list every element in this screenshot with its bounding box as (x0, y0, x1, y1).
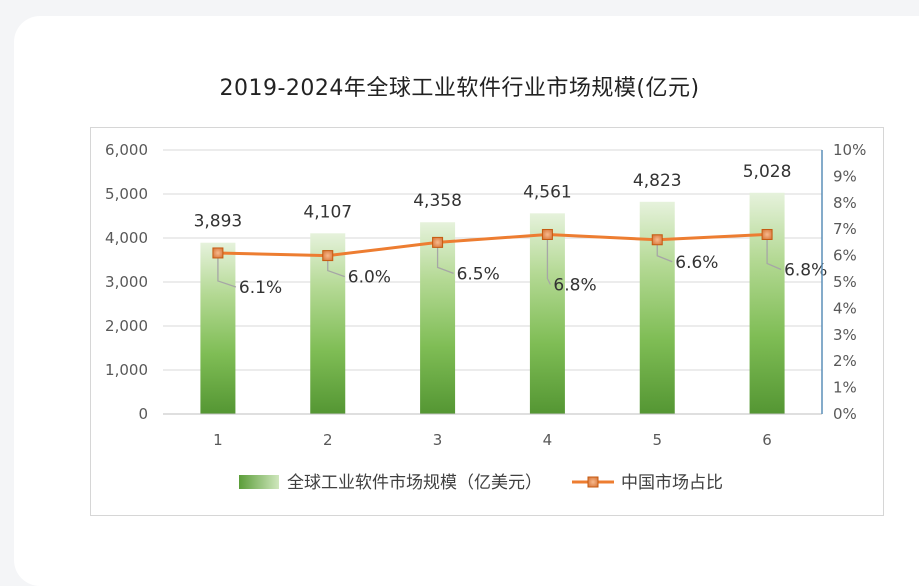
y-right-tick-label: 8% (833, 194, 857, 212)
leader-line (656, 244, 673, 263)
x-tick-label: 4 (543, 431, 553, 449)
line-value-label: 6.8% (784, 260, 827, 280)
x-tick-label: 1 (213, 431, 223, 449)
x-tick-label: 6 (762, 431, 772, 449)
line-marker (761, 228, 773, 240)
bar-value-label: 3,893 (194, 212, 243, 232)
line-marker (322, 250, 334, 262)
y-right-tick-label: 2% (833, 352, 857, 370)
bar (749, 192, 785, 414)
bar-value-label: 4,107 (303, 202, 352, 222)
legend-label-line: 中国市场占比 (621, 473, 723, 493)
y-left-tick-label: 2,000 (105, 317, 148, 335)
y-right-tick-label: 9% (833, 167, 857, 185)
y-right-tick-label: 6% (833, 247, 857, 265)
chart-svg: 3,893 4,107 4,358 4,561 4,823 5,028 6.1% 6.0% 6.… (105, 141, 866, 493)
y-right-tick-label: 3% (833, 326, 857, 344)
line-marker (651, 234, 663, 246)
bar-value-label: 4,358 (413, 191, 462, 211)
legend-swatch-bar (239, 475, 279, 489)
y-right-tick-label: 0% (833, 405, 857, 423)
y-left-tick-label: 4,000 (105, 229, 148, 247)
line-value-label: 6.1% (239, 278, 282, 298)
bar-value-label: 5,028 (743, 162, 792, 182)
y-right-tick-label: 4% (833, 299, 857, 317)
y-left-tick-label: 5,000 (105, 185, 148, 203)
bar-value-label: 4,561 (523, 182, 572, 202)
legend-swatch-marker (587, 476, 599, 488)
y-left-tick-label: 6,000 (105, 141, 148, 159)
line-value-label: 6.8% (553, 275, 596, 295)
y-right-tick-label: 5% (833, 273, 857, 291)
bar (639, 201, 675, 414)
x-tick-label: 5 (652, 431, 662, 449)
x-tick-label: 3 (433, 431, 443, 449)
leader-line (327, 260, 345, 278)
leader-line (217, 257, 237, 288)
line-marker (212, 247, 224, 259)
x-tick-label: 2 (323, 431, 333, 449)
y-left-tick-label: 3,000 (105, 273, 148, 291)
line-value-label: 6.0% (348, 268, 391, 288)
y-left-tick-label: 0 (138, 405, 148, 423)
y-right-tick-label: 10% (833, 141, 866, 159)
line-marker (541, 228, 553, 240)
leader-line (436, 247, 454, 275)
line-value-label: 6.6% (675, 253, 718, 273)
legend-label-bar: 全球工业软件市场规模（亿美元） (287, 473, 542, 493)
y-left-tick-label: 1,000 (105, 361, 148, 379)
line-marker (432, 236, 444, 248)
bar-value-label: 4,823 (633, 171, 682, 191)
y-right-tick-label: 1% (833, 379, 857, 397)
leader-line (546, 239, 551, 285)
chart-title: 2019-2024年全球工业软件行业市场规模(亿元) (219, 76, 700, 101)
y-right-tick-label: 7% (833, 220, 857, 238)
leader-line (766, 239, 782, 271)
line-series (217, 232, 768, 258)
line-value-label: 6.5% (457, 264, 500, 284)
